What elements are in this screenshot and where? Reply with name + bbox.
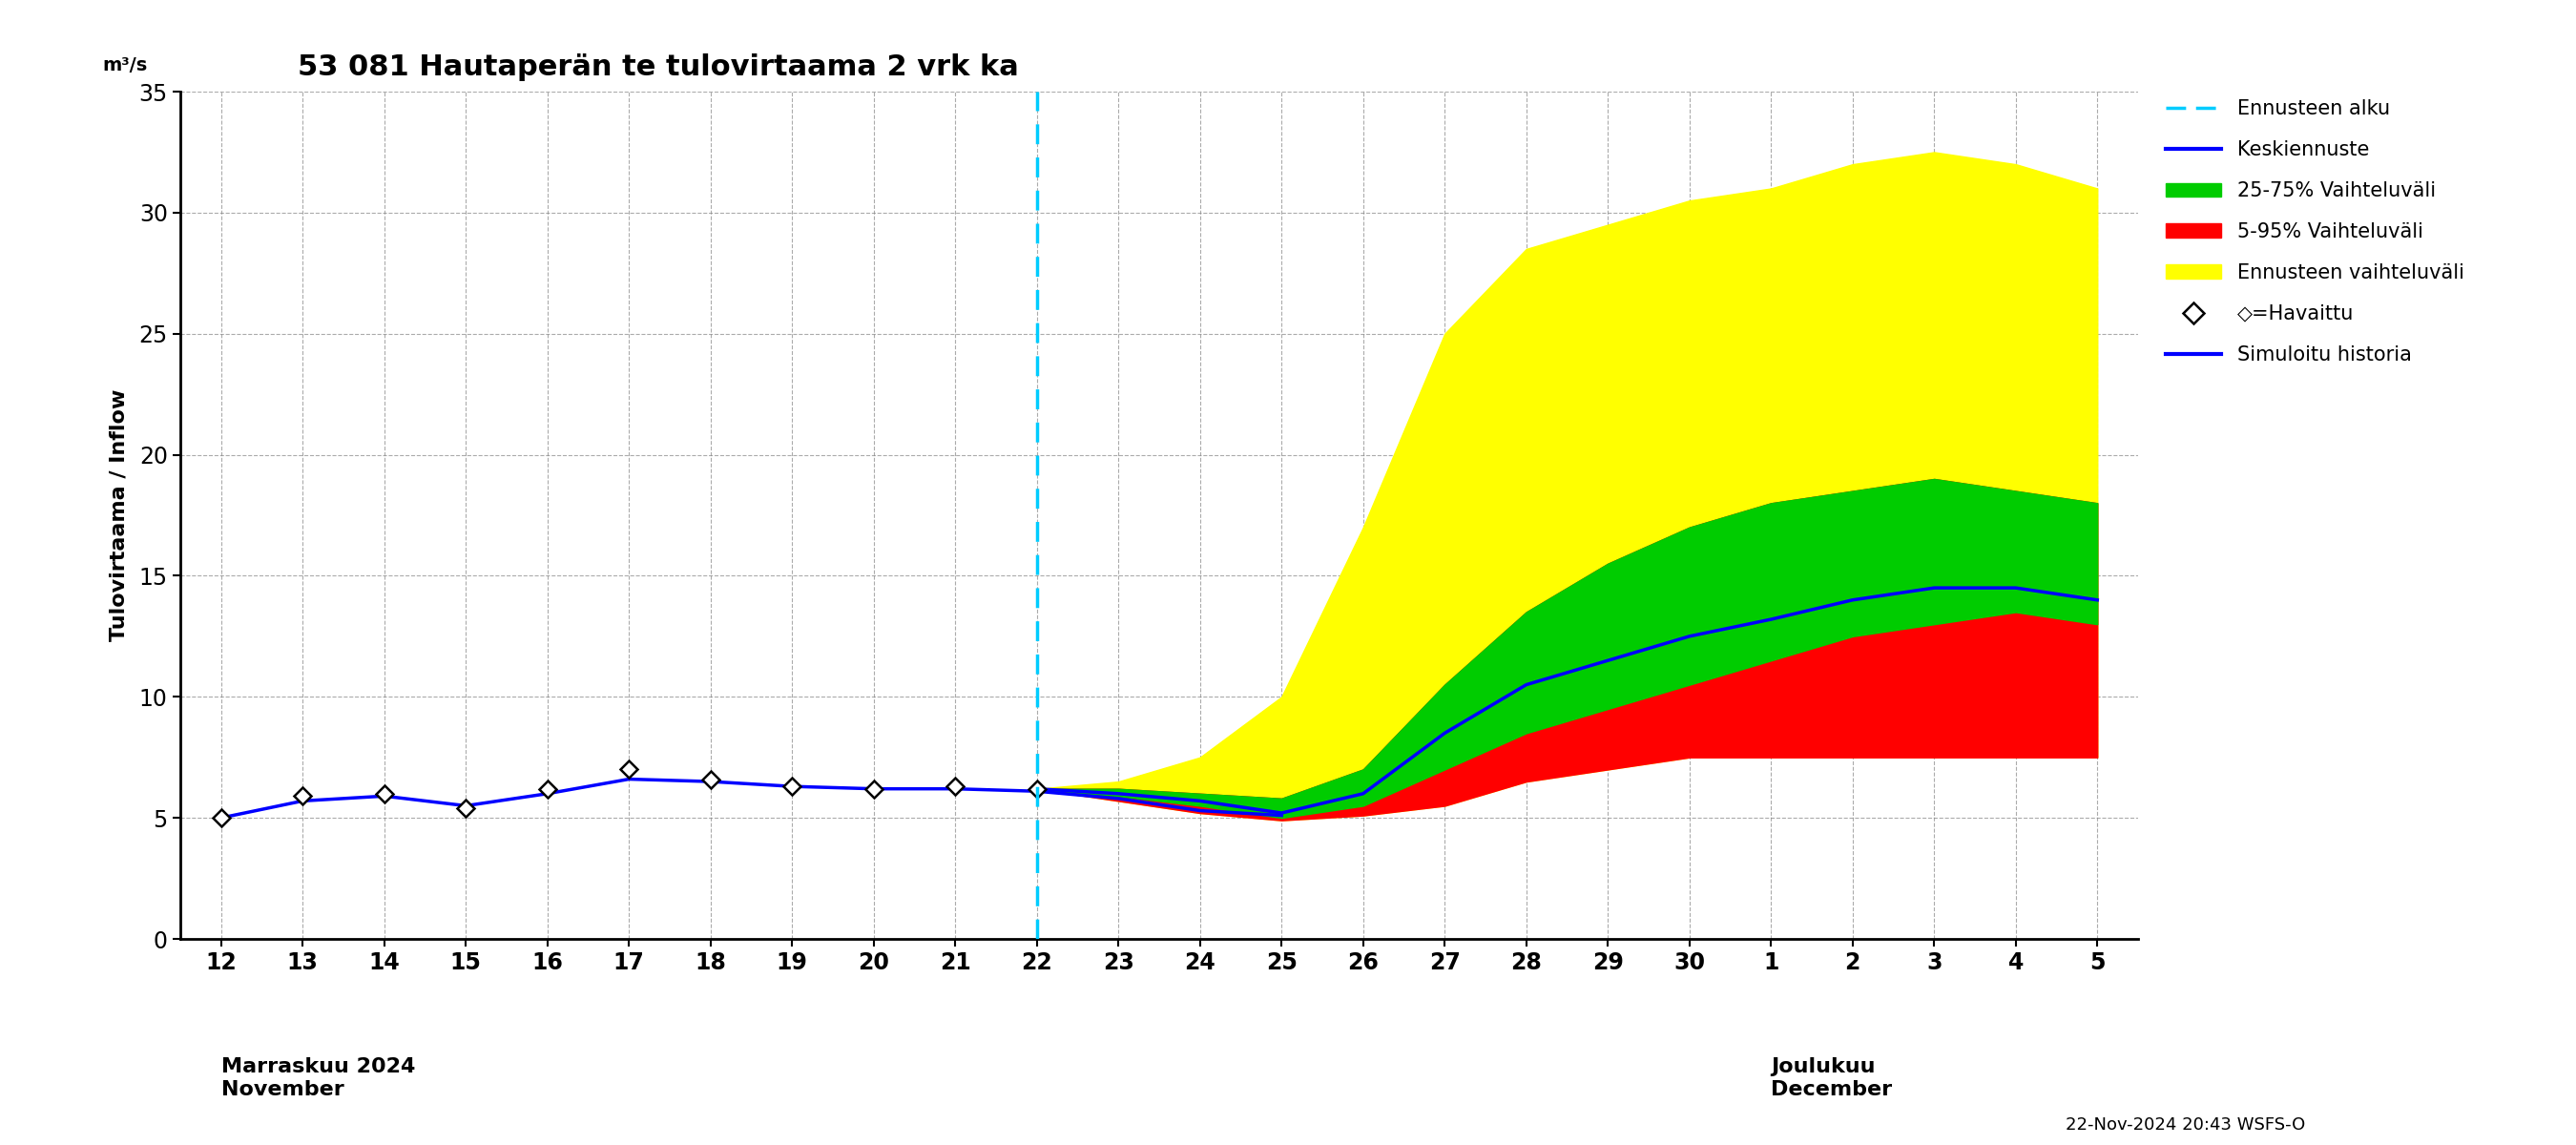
Y-axis label: Tulovirtaama / Inflow: Tulovirtaama / Inflow: [108, 389, 129, 641]
Legend: Ennusteen alku, Keskiennuste, 25-75% Vaihteluväli, 5-95% Vaihteluväli, Ennusteen: Ennusteen alku, Keskiennuste, 25-75% Vai…: [2159, 92, 2473, 372]
Text: m³/s: m³/s: [103, 56, 147, 74]
Text: 53 081 Hautaperän te tulovirtaama 2 vrk ka: 53 081 Hautaperän te tulovirtaama 2 vrk …: [299, 54, 1020, 81]
Text: Marraskuu 2024
November: Marraskuu 2024 November: [222, 1058, 415, 1099]
Text: Joulukuu
December: Joulukuu December: [1772, 1058, 1893, 1099]
Text: 22-Nov-2024 20:43 WSFS-O: 22-Nov-2024 20:43 WSFS-O: [2066, 1116, 2306, 1134]
